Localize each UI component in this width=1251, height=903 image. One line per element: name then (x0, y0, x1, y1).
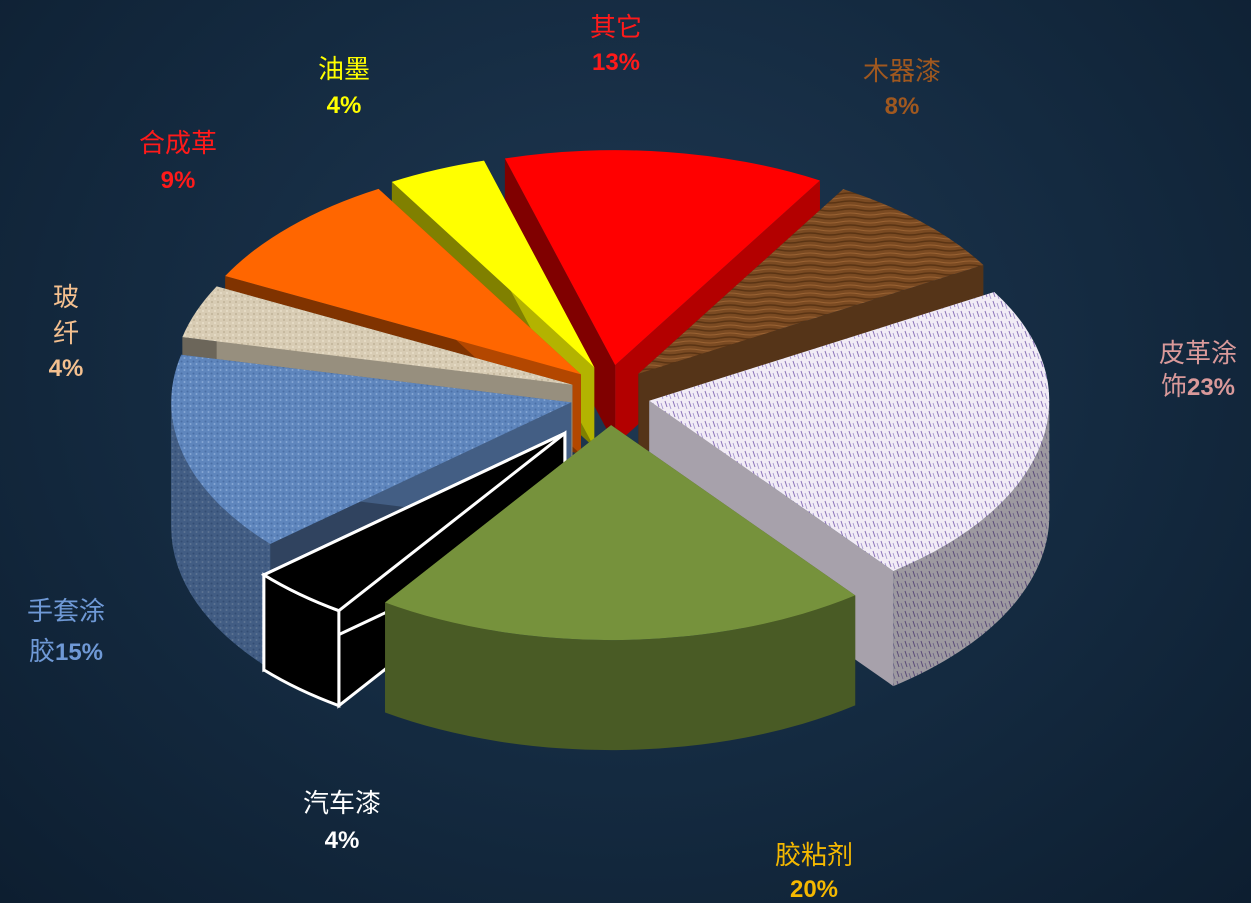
slice-label-6-part1: 纤 (53, 319, 79, 349)
slice-label-8: 油墨 (318, 55, 370, 85)
slice-percent-8: 4% (327, 92, 362, 119)
slice-label-2-line2: 饰23% (1161, 372, 1235, 402)
slice-label-6-part0: 玻 (53, 283, 79, 313)
slice-label-2: 皮革涂 (1159, 339, 1237, 369)
slice-label-5-line2: 胶15% (29, 637, 103, 667)
slice-label-4: 汽车漆 (303, 789, 381, 819)
slice-percent-7: 9% (161, 167, 196, 194)
slice-percent-3: 20% (790, 876, 838, 903)
slice-percent-1: 8% (885, 93, 920, 120)
slice-percent-2: 23% (1187, 374, 1235, 401)
slice-percent-5: 15% (55, 639, 103, 666)
slice-label-0: 其它 (590, 13, 642, 43)
slice-percent-6: 4% (49, 355, 84, 382)
slice-percent-4: 4% (325, 827, 360, 854)
slice-label-3: 胶粘剂 (775, 841, 853, 871)
slice-label-7: 合成革 (139, 129, 217, 159)
slice-percent-0: 13% (592, 49, 640, 76)
slice-label-5: 手套涂 (27, 597, 105, 627)
slice-label-1: 木器漆 (863, 57, 941, 87)
pie-slice-3 (385, 425, 856, 751)
